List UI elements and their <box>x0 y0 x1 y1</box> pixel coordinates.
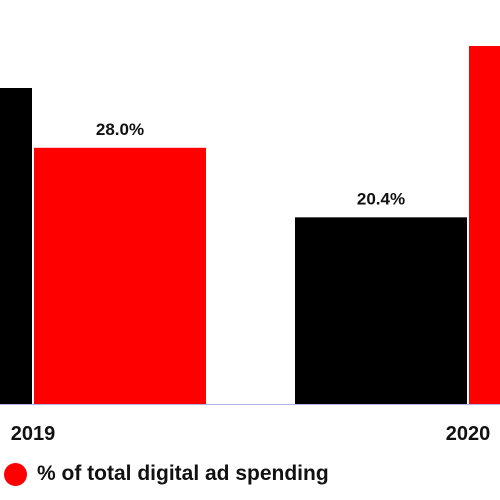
legend-label: % of total digital ad spending <box>37 462 329 485</box>
bar-value-label: 28.0% <box>96 120 144 139</box>
bar-2019-red <box>34 147 206 405</box>
bar-2020-red <box>469 46 500 404</box>
legend: % of total digital ad spending <box>4 462 329 486</box>
bar-2020-black <box>295 217 467 404</box>
x-tick-label-2020: 2020 <box>446 423 491 445</box>
bar-2019-black <box>0 88 32 404</box>
legend-swatch-red <box>4 462 27 486</box>
x-tick-label-2019: 2019 <box>11 423 56 445</box>
bar-value-label: 20.4% <box>357 189 405 208</box>
